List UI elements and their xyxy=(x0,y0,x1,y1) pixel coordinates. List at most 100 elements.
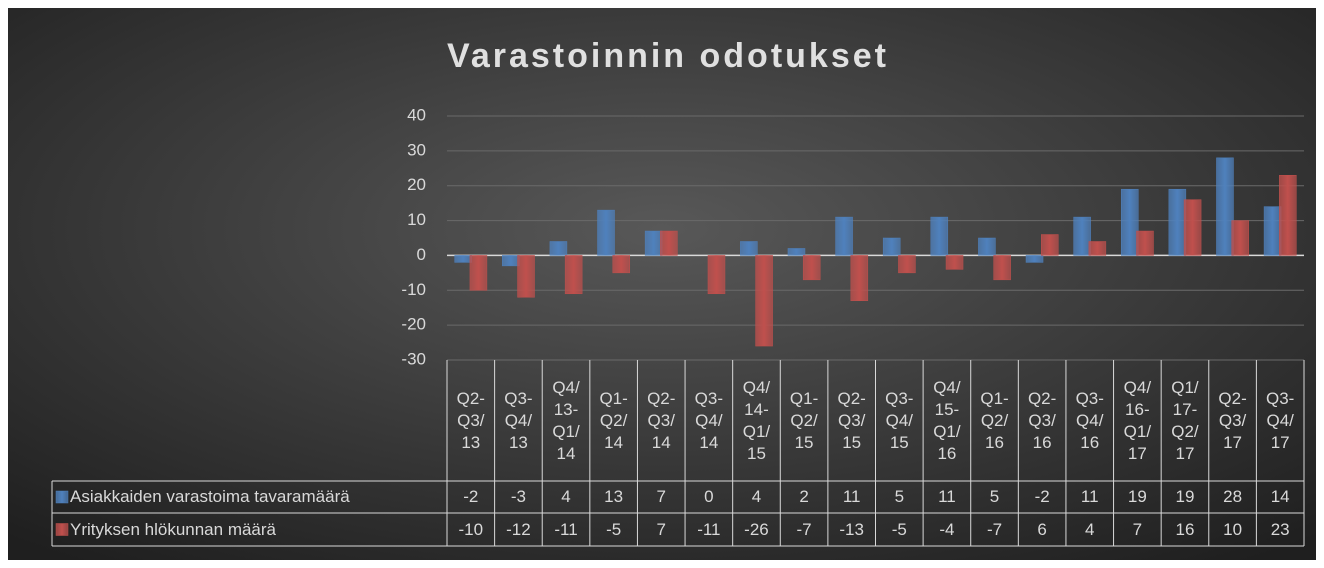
bar xyxy=(454,255,472,263)
table-value: 11 xyxy=(938,487,956,506)
legend-label: Asiakkaiden varastoima tavaramäärä xyxy=(70,487,350,506)
bar xyxy=(1073,216,1091,256)
x-tick-text: Q1-Q2/15 xyxy=(789,388,819,452)
bar xyxy=(1231,220,1249,256)
bar xyxy=(993,255,1011,281)
table-value: 4 xyxy=(1085,519,1095,539)
bar xyxy=(1088,241,1107,256)
x-tick-label: Q2-Q3/16 xyxy=(1018,360,1066,481)
table-value: -10 xyxy=(458,519,484,539)
bar xyxy=(597,209,615,256)
x-tick-label: Q4/16-Q1/17 xyxy=(1114,360,1162,481)
table-value: -26 xyxy=(744,519,769,539)
table-value: 7 xyxy=(656,487,666,506)
x-tick-label: Q3-Q4/14 xyxy=(685,360,733,481)
x-tick-text: Q1-Q2/16 xyxy=(980,388,1009,452)
bar xyxy=(755,255,773,347)
y-tick-label: 30 xyxy=(407,140,426,159)
x-tick-text: Q4/16-Q1/17 xyxy=(1123,377,1152,463)
table-value: -2 xyxy=(463,487,479,506)
table-value: 4 xyxy=(751,487,762,506)
table-value: 7 xyxy=(1132,519,1143,539)
legend-marker xyxy=(55,523,69,536)
x-tick-label: Q3-Q4/16 xyxy=(1066,360,1114,481)
bar xyxy=(978,237,996,256)
table-value: -4 xyxy=(939,519,955,539)
y-tick-label: -30 xyxy=(401,349,426,368)
x-tick-label: Q4/14-Q1/15 xyxy=(733,360,781,481)
bar xyxy=(517,255,535,298)
bar xyxy=(1041,234,1059,256)
table-value: 5 xyxy=(894,487,905,506)
table-value: -13 xyxy=(839,519,864,539)
table-value: -5 xyxy=(891,519,907,539)
background xyxy=(8,8,1316,560)
table-value: 19 xyxy=(1127,487,1147,506)
x-tick-text: Q2-Q3/16 xyxy=(1027,388,1057,452)
table-value: 4 xyxy=(561,487,571,506)
x-tick-label: Q3-Q4/15 xyxy=(876,360,924,481)
x-tick-label: Q1/17-Q2/17 xyxy=(1161,360,1209,481)
x-tick-label: Q1-Q2/14 xyxy=(590,360,638,481)
x-tick-label: Q2-Q3/15 xyxy=(828,360,876,481)
table-value: -7 xyxy=(986,519,1003,539)
bar xyxy=(882,237,901,256)
y-tick-label: 10 xyxy=(407,210,426,229)
bar xyxy=(502,255,520,267)
legend-label: Yrityksen hlökunnan määrä xyxy=(70,519,277,539)
x-tick-text: Q3-Q4/15 xyxy=(885,388,914,452)
y-tick-label: 40 xyxy=(407,105,426,124)
table-value: 2 xyxy=(799,487,809,506)
y-tick-label: -10 xyxy=(401,280,426,299)
x-tick-label: Q4/13-Q1/14 xyxy=(542,360,590,481)
bar xyxy=(1263,206,1282,256)
x-tick-text: Q3-Q4/14 xyxy=(694,388,724,452)
bar xyxy=(612,255,631,274)
chart-title: Varastoinnin odotukset xyxy=(447,37,889,75)
table-value: 0 xyxy=(704,487,714,506)
bar xyxy=(850,255,869,301)
x-tick-label: Q2-Q3/14 xyxy=(637,360,685,481)
bar xyxy=(469,255,488,291)
bar xyxy=(1216,157,1234,256)
table-value: 11 xyxy=(842,487,861,506)
table-value: 10 xyxy=(1223,519,1243,539)
y-tick-label: -20 xyxy=(401,315,426,334)
bar xyxy=(1279,175,1297,256)
table-value: 6 xyxy=(1037,519,1047,539)
table-value: 14 xyxy=(1270,487,1290,506)
x-tick-text: Q4/15-Q1/16 xyxy=(933,377,961,463)
bar xyxy=(740,241,758,256)
y-tick-label: 0 xyxy=(417,245,426,264)
table-value: -11 xyxy=(697,519,721,539)
x-tick-text: Q3-Q4/16 xyxy=(1075,388,1104,452)
bar xyxy=(835,216,853,256)
bar xyxy=(660,230,678,256)
bar xyxy=(1120,188,1139,256)
x-tick-label: Q1-Q2/15 xyxy=(780,360,828,481)
table-value: -12 xyxy=(506,519,531,539)
x-tick-text: Q2-Q3/17 xyxy=(1218,388,1247,452)
bar xyxy=(898,255,916,274)
bar xyxy=(564,255,583,295)
x-tick-text: Q1-Q2/14 xyxy=(599,388,628,452)
legend-marker xyxy=(55,490,69,504)
bar xyxy=(549,241,568,256)
table-value: 11 xyxy=(1080,487,1099,506)
table-value: 16 xyxy=(1175,519,1195,539)
table-value: 13 xyxy=(604,487,624,506)
x-tick-text: Q2-Q3/14 xyxy=(647,388,676,452)
x-tick-label: Q1-Q2/16 xyxy=(971,360,1019,481)
table-value: -5 xyxy=(606,519,622,539)
x-tick-label: Q3-Q4/17 xyxy=(1256,360,1304,481)
table-value: -2 xyxy=(1034,487,1050,506)
bar xyxy=(787,248,806,256)
bar xyxy=(644,230,663,256)
x-tick-label: Q3-Q4/13 xyxy=(495,360,543,481)
table-value: -7 xyxy=(796,519,812,539)
bar xyxy=(707,255,726,295)
x-tick-label: Q2-Q3/13 xyxy=(447,360,495,481)
bar xyxy=(802,255,821,281)
